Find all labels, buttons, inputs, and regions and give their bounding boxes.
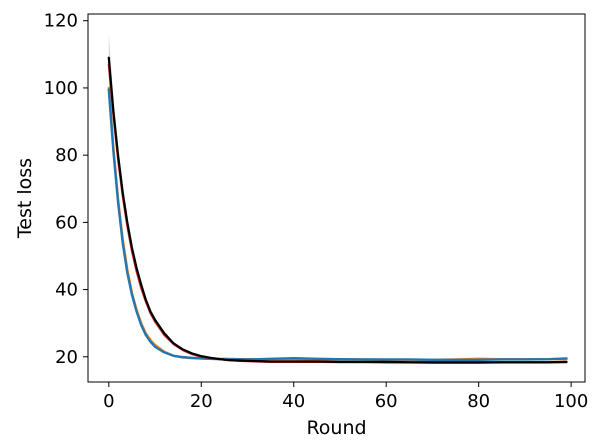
- y-tick-label: 100: [44, 78, 78, 99]
- y-tick-label: 60: [55, 212, 78, 233]
- x-tick-label: 100: [554, 391, 588, 412]
- y-axis-label: Test loss: [14, 158, 36, 239]
- x-tick-label: 60: [375, 391, 398, 412]
- plot-frame: [87, 13, 586, 383]
- y-tick-label: 40: [55, 280, 78, 301]
- y-tick-label: 80: [55, 145, 78, 166]
- series-line-3: [107, 63, 568, 364]
- y-tick-label: 120: [44, 11, 78, 32]
- x-tick-label: 0: [103, 391, 114, 412]
- x-tick-label: 20: [190, 391, 213, 412]
- y-tick-label: 20: [55, 347, 78, 368]
- series-line-1: [107, 86, 568, 362]
- series-line-4: [107, 56, 568, 364]
- x-axis: 0 20 40 60 80 100: [103, 382, 588, 412]
- x-tick-label: 80: [467, 391, 490, 412]
- y-axis: 20 40 60 80 100 120: [44, 11, 88, 368]
- series-line-2: [107, 88, 568, 362]
- series-lines: [107, 56, 568, 364]
- x-tick-label: 40: [282, 391, 305, 412]
- x-axis-label: Round: [306, 417, 366, 439]
